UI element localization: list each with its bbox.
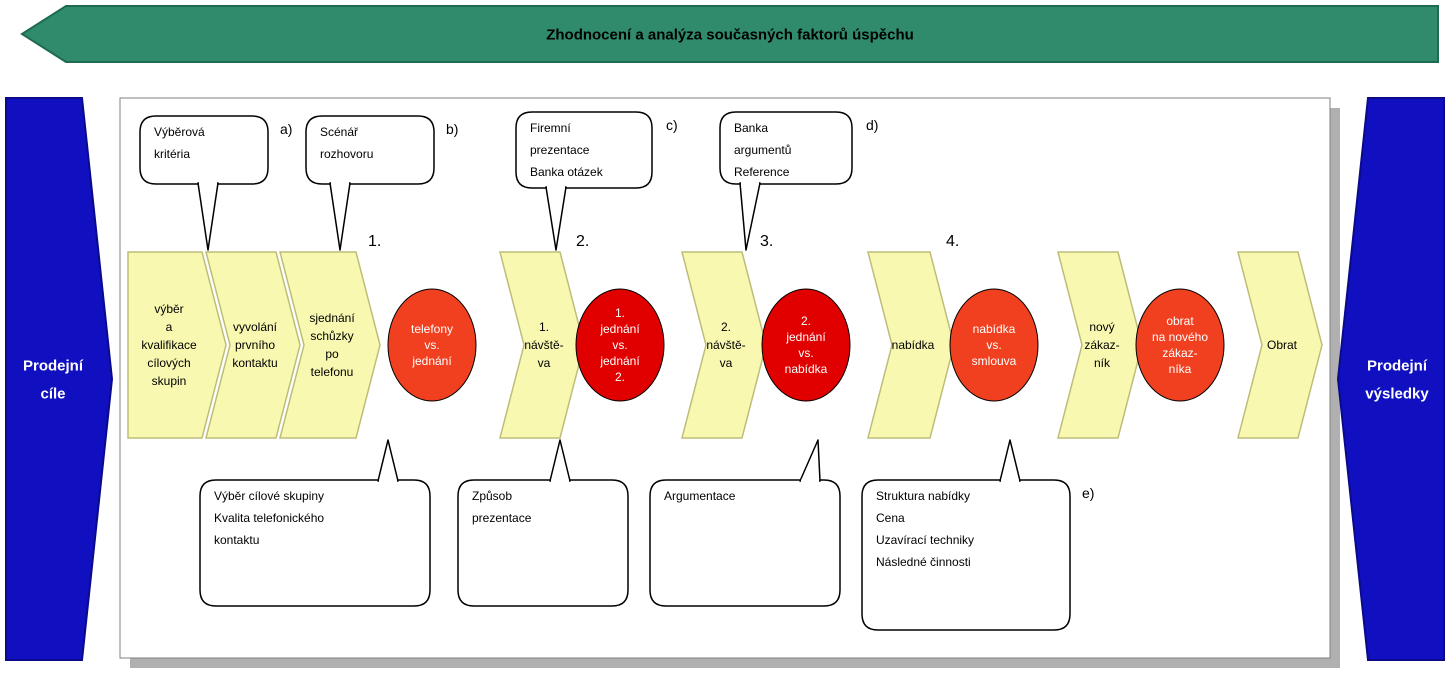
svg-text:Obrat: Obrat [1267,338,1298,352]
svg-text:nový: nový [1089,320,1114,334]
svg-text:kritéria: kritéria [154,147,190,161]
callout-top-tc-marker: c) [666,117,678,133]
ellipse-e3: 2. jednání vs. nabídka [762,289,850,401]
svg-text:výsledky: výsledky [1365,385,1429,402]
svg-text:nabídka: nabídka [892,338,935,352]
svg-text:argumentů: argumentů [734,143,791,157]
svg-text:Kvalita telefonického: Kvalita telefonického [214,511,324,525]
callout-top-ta-marker: a) [280,121,292,137]
svg-text:Výběrová: Výběrová [154,125,205,139]
ellipse-e5: obrat na nového zákaz-níka [1136,289,1224,401]
svg-text:vs.: vs. [798,346,813,360]
right-blue-arrow: Prodejní výsledky [1338,98,1444,660]
svg-text:Firemní: Firemní [530,121,571,135]
svg-text:schůzky: schůzky [310,329,353,343]
svg-text:prvního: prvního [235,338,275,352]
stage-number-2: 2. [576,233,589,250]
svg-text:Způsob: Způsob [472,489,512,503]
svg-text:2.: 2. [801,314,811,328]
svg-text:jednání: jednání [599,354,640,368]
callout-top-td-marker: d) [866,117,878,133]
ellipse-e1: telefony vs. jednání [388,289,476,401]
svg-text:va: va [720,356,733,370]
svg-text:sjednání: sjednání [309,311,355,325]
svg-text:kontaktu: kontaktu [214,533,259,547]
callout-top-tb-marker: b) [446,121,458,137]
svg-text:Argumentace: Argumentace [664,489,736,503]
svg-text:Banka otázek: Banka otázek [530,165,604,179]
svg-text:prezentace: prezentace [472,511,532,525]
svg-text:jednání: jednání [411,354,452,368]
svg-text:návště-: návště- [706,338,745,352]
svg-text:cílových: cílových [147,356,190,370]
header-title: Zhodnocení a analýza současných faktorů … [546,26,914,43]
svg-text:nabídka: nabídka [973,322,1016,336]
chevron-c2-label: vyvolání prvního kontaktu [232,320,277,370]
svg-text:cíle: cíle [40,385,65,402]
svg-text:níka: níka [1169,362,1192,376]
svg-text:jednání: jednání [785,330,826,344]
svg-text:rozhovoru: rozhovoru [320,147,373,161]
stage-number-1: 1. [368,233,381,250]
svg-text:návště-: návště- [524,338,563,352]
left-blue-arrow: Prodejní cíle [6,98,112,660]
svg-text:zákaz-: zákaz- [1162,346,1197,360]
svg-text:2.: 2. [721,320,731,334]
svg-text:zákaz-: zákaz- [1084,338,1119,352]
stage-number-4: 4. [946,233,959,250]
svg-text:Následné činnosti: Následné činnosti [876,555,971,569]
svg-text:1.: 1. [615,306,625,320]
svg-text:telefony: telefony [411,322,453,336]
ellipse-e2: 1. jednání vs. jednání 2. [576,289,664,401]
chevron-c13-label: Obrat [1267,338,1298,352]
svg-text:Scénář: Scénář [320,125,359,139]
svg-text:Uzavírací techniky: Uzavírací techniky [876,533,974,547]
svg-text:výběr: výběr [154,302,183,316]
svg-text:ník: ník [1094,356,1111,370]
svg-text:Výběr cílové skupiny: Výběr cílové skupiny [214,489,324,503]
svg-text:prezentace: prezentace [530,143,590,157]
svg-text:vs.: vs. [424,338,439,352]
svg-text:telefonu: telefonu [311,365,354,379]
svg-text:Cena: Cena [876,511,905,525]
svg-text:Reference: Reference [734,165,790,179]
svg-text:kontaktu: kontaktu [232,356,277,370]
svg-text:kvalifikace: kvalifikace [141,338,197,352]
svg-text:jednání: jednání [599,322,640,336]
svg-text:skupin: skupin [152,374,187,388]
svg-text:obrat: obrat [1166,314,1194,328]
callout-bottom-b4-marker: e) [1082,485,1094,501]
svg-text:1.: 1. [539,320,549,334]
callout-bottom-b3-text: Argumentace [664,489,736,503]
header-arrow: Zhodnocení a analýza současných faktorů … [22,6,1438,62]
svg-text:vs.: vs. [612,338,627,352]
stage-number-3: 3. [760,233,773,250]
svg-text:vyvolání: vyvolání [233,320,278,334]
svg-text:Struktura nabídky: Struktura nabídky [876,489,970,503]
svg-text:va: va [538,356,551,370]
svg-text:smlouva: smlouva [972,354,1017,368]
svg-text:a: a [166,320,173,334]
svg-text:Prodejní: Prodejní [23,357,84,374]
svg-text:2.: 2. [615,370,625,384]
svg-text:Prodejní: Prodejní [1367,357,1428,374]
svg-text:po: po [325,347,339,361]
svg-text:Banka: Banka [734,121,768,135]
svg-text:vs.: vs. [986,338,1001,352]
ellipse-e4: nabídka vs. smlouva [950,289,1038,401]
svg-text:nabídka: nabídka [785,362,828,376]
chevron-c9-label: nabídka [892,338,935,352]
svg-text:na nového: na nového [1152,330,1208,344]
